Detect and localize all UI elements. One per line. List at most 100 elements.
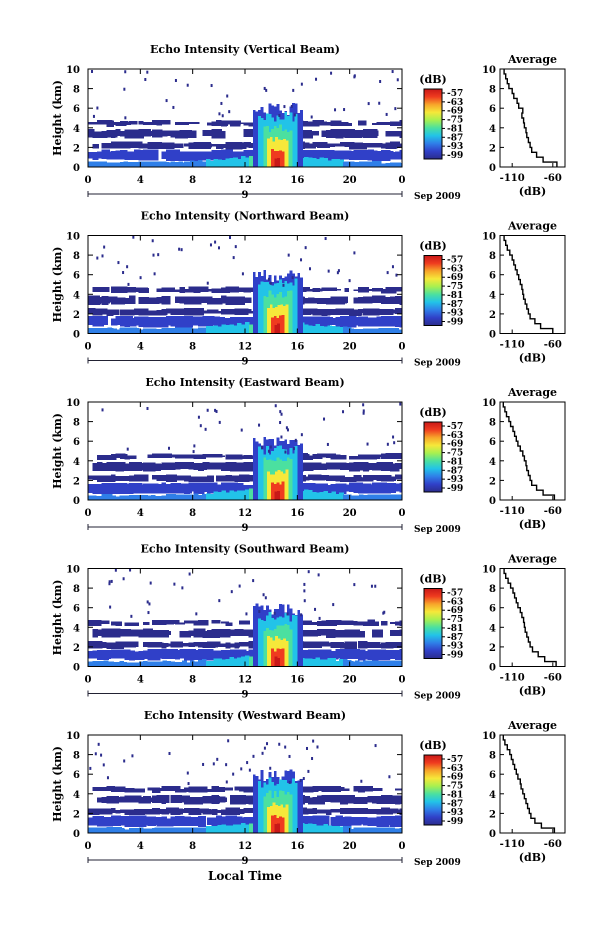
panel-title: Echo Intensity (Vertical Beam): [150, 43, 340, 56]
profile-y-tick-label: 10: [482, 731, 496, 742]
colorbar-tick-label: -69: [447, 773, 463, 783]
x-tick-label: 20: [343, 508, 357, 519]
x-tick-label: 0: [399, 175, 406, 186]
x-tick-label: 4: [137, 175, 144, 186]
x-tick-label: 16: [290, 675, 304, 686]
colorbar: [423, 754, 443, 826]
profile-x-tick-label: -60: [544, 506, 562, 517]
date-label: Sep 2009: [414, 692, 461, 702]
colorbar-tick-label: -69: [447, 273, 463, 283]
profile-y-tick-label: 2: [489, 143, 496, 154]
profile-y-tick-label: 8: [489, 751, 496, 762]
x-tick-label: 20: [343, 175, 357, 186]
colorbar-tick-label: -81: [447, 291, 463, 301]
panel: Echo Intensity (Southward Beam) Height (k…: [51, 543, 566, 702]
profile-title: Average: [507, 386, 557, 399]
x-tick-label: 20: [343, 841, 357, 852]
panel-title: Echo Intensity (Eastward Beam): [145, 376, 344, 389]
y-tick-label: 4: [73, 457, 80, 468]
x-tick-label: 12: [238, 508, 252, 519]
y-tick-label: 8: [73, 251, 80, 262]
profile-y-tick-label: 6: [489, 604, 496, 615]
profile-x-tick-label: -60: [544, 173, 562, 184]
colorbar-tick-label: -87: [447, 133, 463, 143]
profile-x-label: (dB): [519, 352, 546, 365]
y-tick-label: 0: [73, 330, 80, 341]
colorbar-tick-label: -93: [447, 642, 463, 652]
profile-y-tick-label: 6: [489, 104, 496, 115]
colorbar-tick-label: -57: [447, 422, 463, 432]
x-tick-label: 0: [399, 841, 406, 852]
colorbar-unit: (dB): [419, 73, 446, 86]
colorbar-tick-label: -81: [447, 124, 463, 134]
colorbar-tick-label: -93: [447, 309, 463, 319]
profile-x-label: (dB): [519, 185, 546, 198]
x-axis-label: Local Time: [208, 869, 282, 883]
date-label: Sep 2009: [414, 192, 461, 202]
profile-x-label: (dB): [519, 518, 546, 531]
y-tick-label: 8: [73, 418, 80, 429]
y-tick-label: 10: [66, 398, 80, 409]
colorbar-unit: (dB): [419, 240, 446, 253]
profile-x-tick-label: -60: [544, 839, 562, 850]
colorbar-unit: (dB): [419, 406, 446, 419]
profile-line: [502, 402, 556, 500]
colorbar-tick-label: -75: [447, 282, 463, 292]
y-tick-label: 8: [73, 751, 80, 762]
x-tick-label: 0: [85, 342, 92, 353]
colorbar-tick-label: -57: [447, 89, 463, 99]
colorbar-tick-label: -57: [447, 755, 463, 765]
x-tick-label: 8: [189, 508, 196, 519]
profile-y-tick-label: 2: [489, 476, 496, 487]
panel: Echo Intensity (Eastward Beam) Height (km…: [51, 376, 566, 535]
day-label: 9: [242, 190, 249, 201]
profile-title: Average: [507, 53, 557, 66]
colorbar-tick-label: -75: [447, 615, 463, 625]
y-tick-label: 10: [66, 565, 80, 576]
colorbar-tick-label: -93: [447, 142, 463, 152]
profile-y-tick-label: 2: [489, 310, 496, 321]
y-tick-label: 0: [73, 163, 80, 174]
colorbar-tick-label: -57: [447, 589, 463, 599]
profile-y-tick-label: 8: [489, 251, 496, 262]
x-tick-label: 16: [290, 508, 304, 519]
profile-frame: [499, 401, 566, 501]
day-label: 9: [242, 357, 249, 368]
colorbar-tick-label: -99: [447, 318, 463, 328]
colorbar-tick-label: -75: [447, 449, 463, 459]
panel: Echo Intensity (Northward Beam) Height (k…: [51, 210, 566, 369]
heatmap: [88, 402, 402, 500]
profile-y-tick-label: 4: [489, 623, 496, 634]
colorbar: [423, 421, 443, 493]
profile-x-tick-label: -110: [500, 173, 525, 184]
y-tick-label: 2: [73, 476, 80, 487]
colorbar-tick-label: -99: [447, 651, 463, 661]
x-tick-label: 8: [189, 342, 196, 353]
x-tick-label: 0: [399, 508, 406, 519]
profile-x-label: (dB): [519, 685, 546, 698]
y-tick-label: 8: [73, 85, 80, 96]
profile-y-tick-label: 0: [489, 330, 496, 341]
colorbar-tick-label: -99: [447, 817, 463, 827]
panel-title: Echo Intensity (Northward Beam): [141, 210, 350, 223]
colorbar: [423, 88, 443, 160]
y-tick-label: 4: [73, 623, 80, 634]
date-label: Sep 2009: [414, 359, 461, 369]
colorbar-tick-label: -99: [447, 151, 463, 161]
x-tick-label: 20: [343, 342, 357, 353]
colorbar-tick-label: -75: [447, 782, 463, 792]
colorbar-tick-label: -99: [447, 484, 463, 494]
colorbar-unit: (dB): [419, 573, 446, 586]
profile-x-label: (dB): [519, 851, 546, 864]
x-tick-label: 4: [137, 675, 144, 686]
y-axis-label: Height (km): [51, 247, 64, 323]
y-tick-label: 10: [66, 232, 80, 243]
colorbar-tick-label: -75: [447, 116, 463, 126]
x-tick-label: 16: [290, 342, 304, 353]
day-label: 9: [242, 523, 249, 534]
y-tick-label: 4: [73, 290, 80, 301]
panel: Echo Intensity (Westward Beam) Height (km…: [51, 709, 566, 868]
profile-x-tick-label: -110: [500, 673, 525, 684]
y-tick-label: 2: [73, 143, 80, 154]
